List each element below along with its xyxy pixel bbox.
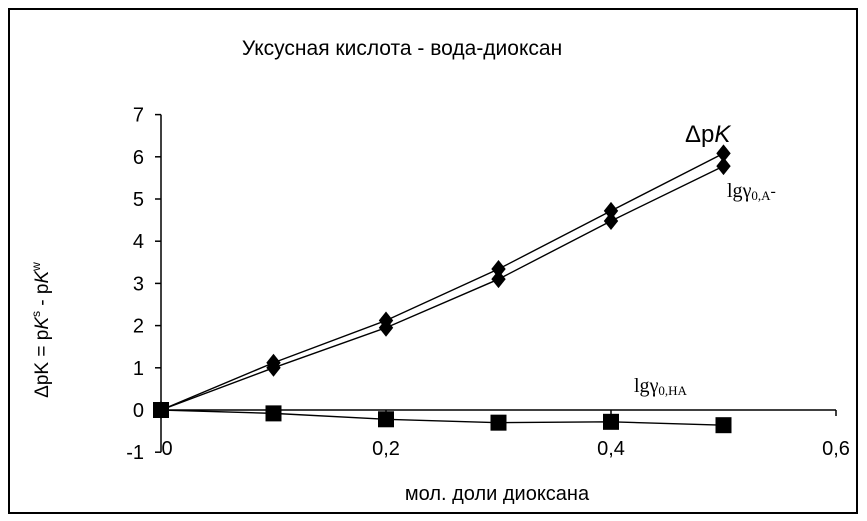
x-tick-label: 0,4 (597, 438, 625, 460)
data-point-diamond (378, 318, 394, 337)
y-axis-label: ΔpK = pKs - pKw (29, 262, 53, 398)
data-point-diamond (491, 270, 506, 289)
series-line-2 (160, 409, 724, 426)
data-point-square (265, 405, 282, 422)
y-tick-label: 6 (133, 147, 144, 169)
x-tick-label: 0,6 (822, 438, 850, 460)
data-point-diamond (603, 211, 619, 230)
y-axis-label-pk: pK (32, 362, 53, 386)
y-tick-label: -1 (126, 442, 144, 464)
series-label-lg-a-sup: - (771, 183, 776, 200)
series-label-lg-ha-sub: 0,HA (658, 383, 687, 398)
y-tick-label: 7 (133, 105, 144, 127)
series-label-delta-pk-main: Δp (685, 121, 714, 148)
series-line-1 (160, 165, 724, 411)
data-point-diamond (266, 358, 281, 377)
series-label-lg-gamma-ha: lgγ0,HA (634, 375, 688, 398)
x-axis-label: мол. доли диоксана (405, 483, 590, 505)
series-label-lg-a-lg: lg (727, 180, 743, 202)
y-tick-label: 4 (133, 231, 144, 253)
series-label-lg-a-gamma: γ (742, 180, 752, 202)
data-point-square (378, 411, 394, 428)
y-tick-label: 1 (133, 358, 144, 380)
y-axis-label-k2: K (32, 270, 53, 284)
data-point-diamond (603, 201, 619, 220)
y-tick-label: 2 (133, 316, 144, 338)
series-label-lg-a-sub: 0,A (751, 188, 771, 203)
y-tick-label: 0 (133, 400, 144, 422)
chart-title: Уксусная кислота - вода-диоксан (242, 37, 562, 60)
data-point-diamond (716, 144, 731, 163)
data-point-square (490, 414, 507, 431)
plot-area (153, 144, 732, 434)
y-tick-label: 5 (133, 189, 144, 211)
y-axis-label-sup2: w (29, 262, 43, 272)
data-point-diamond (491, 260, 506, 279)
y-axis-label-dash: - p (32, 284, 53, 311)
x-tick-label: 0,2 (372, 438, 400, 460)
svg-text:ΔpK = pKs - pKw: ΔpK = pKs - pKw (29, 262, 53, 398)
x-tick-label: 0 (161, 438, 172, 460)
y-axis-label-k1: K (32, 316, 53, 330)
series-label-delta-pk: ΔpK (685, 121, 731, 148)
series-label-lg-ha-lg: lg (634, 375, 650, 397)
y-axis-label-eq: = p (32, 330, 53, 362)
series-label-lg-gamma-a: lgγ0,A- (727, 180, 776, 203)
y-tick-label: 3 (133, 273, 144, 295)
data-point-square (715, 417, 732, 434)
data-point-square (153, 402, 169, 418)
data-point-diamond (716, 157, 731, 176)
y-axis-label-sup1: s (29, 311, 43, 317)
series-label-lg-ha-gamma: γ (649, 375, 659, 397)
series-label-delta-pk-k: K (714, 121, 731, 148)
axes: -1 0 1 2 3 4 5 6 7 0 0,2 0,4 0,6 (126, 105, 850, 465)
y-axis-label-delta: Δ (32, 385, 53, 398)
series-line-0 (160, 152, 724, 411)
data-point-square (603, 413, 619, 430)
